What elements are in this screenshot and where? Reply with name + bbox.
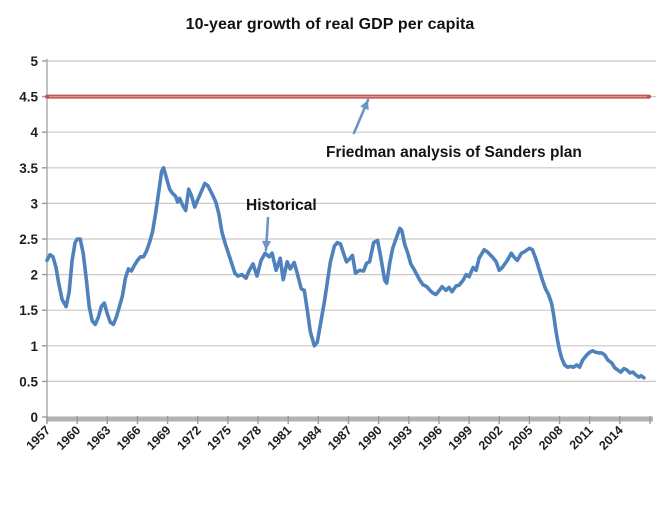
chart-title: 10-year growth of real GDP per capita	[185, 16, 475, 33]
svg-text:2011: 2011	[567, 423, 596, 452]
svg-text:1969: 1969	[144, 423, 174, 453]
svg-text:1.5: 1.5	[19, 303, 38, 318]
svg-text:1981: 1981	[265, 423, 295, 453]
svg-text:1963: 1963	[84, 423, 114, 453]
svg-text:4: 4	[30, 125, 38, 140]
svg-text:1999: 1999	[446, 423, 476, 453]
svg-text:2.5: 2.5	[19, 232, 38, 247]
svg-text:1987: 1987	[325, 423, 355, 453]
svg-text:2005: 2005	[506, 423, 536, 453]
svg-text:1957: 1957	[24, 423, 54, 453]
svg-text:2014: 2014	[596, 423, 626, 453]
svg-text:2: 2	[30, 268, 38, 283]
svg-text:1: 1	[30, 339, 38, 354]
svg-text:0.5: 0.5	[19, 374, 38, 389]
historical-annotation-label: Historical	[246, 197, 317, 214]
svg-text:1984: 1984	[295, 423, 325, 453]
svg-text:1960: 1960	[54, 423, 84, 453]
y-gridlines	[47, 60, 656, 382]
svg-text:1972: 1972	[174, 423, 204, 453]
y-axis	[42, 59, 48, 422]
svg-text:5: 5	[30, 54, 38, 69]
historical-annotation-arrow	[261, 216, 272, 252]
svg-text:2002: 2002	[476, 423, 506, 453]
svg-text:4.5: 4.5	[19, 90, 38, 105]
x-axis	[46, 416, 653, 424]
svg-text:1966: 1966	[114, 423, 144, 453]
y-axis-labels: 0 0.5 1 1.5 2 2.5 3 3.5 4 4.5 5	[19, 54, 38, 425]
svg-text:1996: 1996	[416, 423, 446, 453]
svg-text:1990: 1990	[355, 423, 385, 453]
svg-text:3.5: 3.5	[19, 161, 38, 176]
friedman-annotation-arrow	[352, 98, 370, 135]
svg-text:0: 0	[30, 410, 38, 425]
x-axis-labels: 1957 1960 1963 1966 1969 1972 1975 1978 1981 1984…	[24, 423, 626, 453]
svg-text:1978: 1978	[235, 423, 265, 453]
friedman-plan-annotation-label: Friedman analysis of Sanders plan	[326, 144, 582, 161]
svg-text:3: 3	[30, 196, 38, 211]
svg-text:1993: 1993	[385, 423, 415, 453]
svg-text:2008: 2008	[536, 423, 566, 453]
historical-series-line	[45, 166, 646, 380]
svg-text:1975: 1975	[204, 423, 234, 453]
